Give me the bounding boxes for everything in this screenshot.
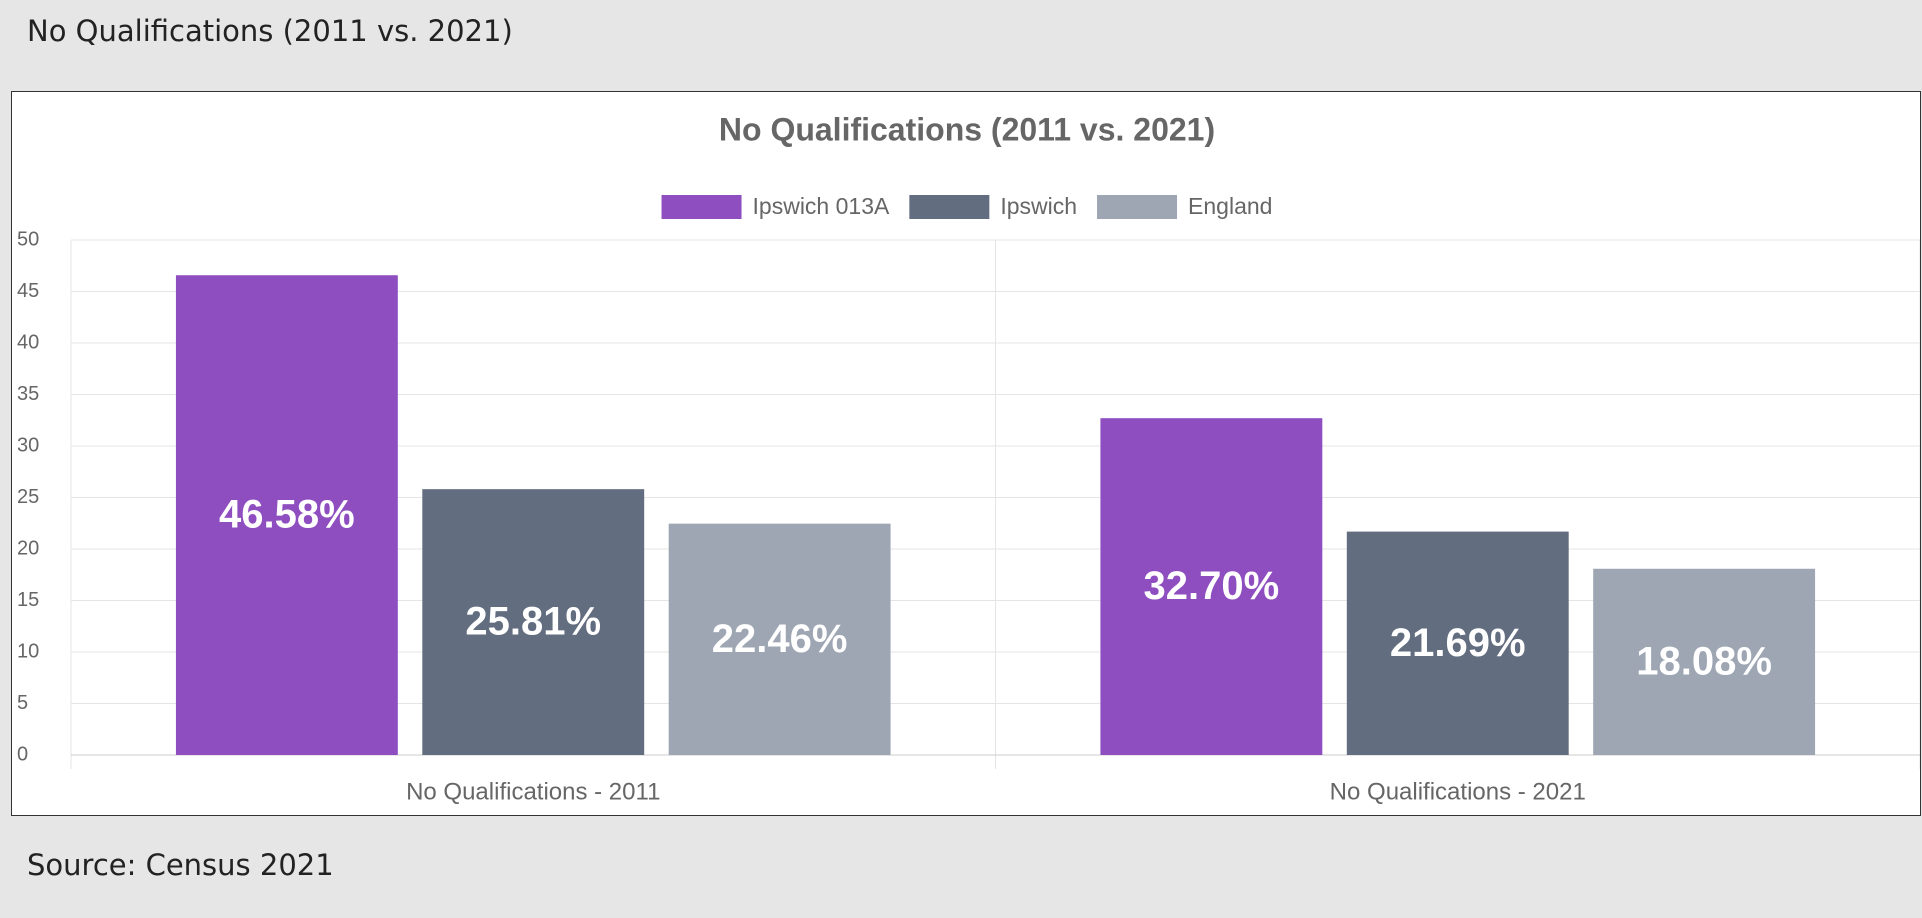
y-tick-label: 25: [17, 486, 39, 508]
bar: [175, 275, 398, 755]
chart: No Qualifications (2011 vs. 2021) 0 5 10 15…: [11, 91, 1921, 816]
bar: [1346, 531, 1569, 755]
legend-swatch: [1097, 195, 1178, 219]
page-footer: Source: Census 2021: [27, 848, 334, 882]
bar: [1593, 568, 1816, 755]
page-header: No Qualifications (2011 vs. 2021): [27, 14, 513, 48]
y-tick-label: 45: [17, 280, 39, 302]
data-label: 22.46%: [712, 617, 848, 661]
chart-title: No Qualifications (2011 vs. 2021): [719, 111, 1215, 147]
y-tick-label: 20: [17, 537, 39, 559]
y-tick-label: 10: [17, 640, 39, 662]
legend-label: Ipswich: [1000, 193, 1077, 219]
legend-label: Ipswich 013A: [753, 193, 890, 219]
data-label: 18.08%: [1636, 639, 1772, 683]
legend-swatch: [909, 195, 990, 219]
data-label: 21.69%: [1390, 621, 1526, 665]
bar: [422, 489, 645, 755]
x-tick-label: No Qualifications - 2011: [406, 778, 660, 805]
y-tick-label: 30: [17, 434, 39, 456]
y-tick-label: 15: [17, 589, 39, 611]
y-tick-label: 0: [17, 743, 28, 765]
bar: [668, 523, 891, 755]
data-label: 32.70%: [1144, 564, 1280, 608]
legend-swatch: [661, 195, 742, 219]
x-tick-label: No Qualifications - 2021: [1330, 778, 1586, 805]
data-label: 46.58%: [219, 493, 355, 537]
y-tick-label: 35: [17, 383, 39, 405]
y-tick-label: 5: [17, 692, 28, 714]
legend-label: England: [1188, 193, 1272, 219]
data-label: 25.81%: [465, 600, 601, 644]
bar: [1100, 418, 1323, 755]
y-tick-label: 50: [17, 228, 39, 250]
y-tick-label: 40: [17, 331, 39, 353]
